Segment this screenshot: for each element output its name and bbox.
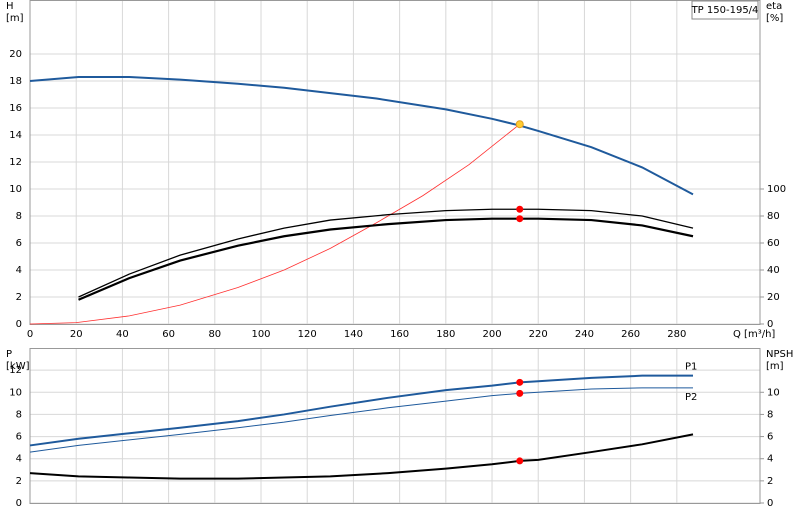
x-tick-label: 100 <box>251 329 270 340</box>
y2-axis-title: eta <box>766 1 782 12</box>
y-tick-label: 16 <box>9 103 22 114</box>
y-tick-label: 6 <box>16 432 22 443</box>
y2-axis-title: [m] <box>766 361 784 372</box>
curve <box>29 75 694 196</box>
y2-tick-label: 2 <box>767 476 773 487</box>
x-tick-label: 220 <box>529 329 548 340</box>
curve <box>78 208 694 298</box>
y-tick-label: 10 <box>9 387 22 398</box>
x-tick-label: 160 <box>390 329 409 340</box>
duty-point <box>516 378 524 386</box>
x-tick-label: 180 <box>436 329 455 340</box>
y-tick-label: 0 <box>16 319 22 330</box>
y-tick-label: 8 <box>16 409 22 420</box>
y-tick-label: 0 <box>16 498 22 509</box>
plot-frame <box>29 0 761 325</box>
x-tick-label: 260 <box>621 329 640 340</box>
duty-point <box>516 215 524 223</box>
curve <box>29 374 694 447</box>
x-tick-label: 240 <box>575 329 594 340</box>
y-tick-label: 4 <box>16 265 22 276</box>
label-box <box>691 0 759 20</box>
y-axis-title: [kW] <box>6 361 30 372</box>
y2-tick-label: 0 <box>767 319 773 330</box>
x-tick-label: 20 <box>70 329 83 340</box>
curve <box>29 433 694 480</box>
label: TP 150-195/4 <box>691 5 759 16</box>
y-tick-label: 8 <box>16 211 22 222</box>
x-tick-label: 200 <box>482 329 501 340</box>
x-tick-label: 40 <box>116 329 129 340</box>
y-tick-label: 6 <box>16 238 22 249</box>
y2-tick-label: 60 <box>767 238 780 249</box>
y-tick-label: 14 <box>9 130 22 141</box>
duty-point <box>516 389 524 397</box>
y2-tick-label: 80 <box>767 211 780 222</box>
x-tick-label: 120 <box>298 329 317 340</box>
x-tick-label: 80 <box>208 329 221 340</box>
y2-tick-label: 0 <box>767 498 773 509</box>
x-tick-label: 140 <box>344 329 363 340</box>
plot-frame <box>29 348 761 504</box>
y-tick-label: 20 <box>9 49 22 60</box>
y2-tick-label: 6 <box>767 432 773 443</box>
y-tick-label: 2 <box>16 292 22 303</box>
y-axis-title: [m] <box>6 13 24 24</box>
y-tick-label: 12 <box>9 365 22 376</box>
curve <box>29 123 520 325</box>
y2-tick-label: 20 <box>767 292 780 303</box>
y-tick-label: 2 <box>16 476 22 487</box>
y-tick-label: 4 <box>16 454 22 465</box>
x-axis-title: Q [m³/h] <box>733 329 775 340</box>
y-tick-label: 12 <box>9 157 22 168</box>
y2-tick-label: 4 <box>767 454 773 465</box>
curve <box>78 217 694 301</box>
curve-label: P2 <box>685 392 697 403</box>
x-tick-label: 0 <box>27 329 33 340</box>
y-tick-label: 10 <box>9 184 22 195</box>
y2-tick-label: 8 <box>767 409 773 420</box>
curve <box>29 387 694 453</box>
y2-tick-label: 100 <box>767 184 786 195</box>
y2-axis-title: NPSH <box>766 349 793 360</box>
y2-axis-title: [%] <box>766 13 783 24</box>
y-tick-label: 18 <box>9 76 22 87</box>
x-tick-label: 60 <box>162 329 175 340</box>
duty-point <box>515 120 524 129</box>
y2-tick-label: 40 <box>767 265 780 276</box>
y2-tick-label: 10 <box>767 387 780 398</box>
duty-point <box>516 205 524 213</box>
curve-label: P1 <box>685 362 697 373</box>
x-tick-label: 280 <box>667 329 686 340</box>
duty-point <box>516 457 524 465</box>
y-axis-title: P <box>6 349 12 360</box>
y-axis-title: H <box>6 1 14 12</box>
